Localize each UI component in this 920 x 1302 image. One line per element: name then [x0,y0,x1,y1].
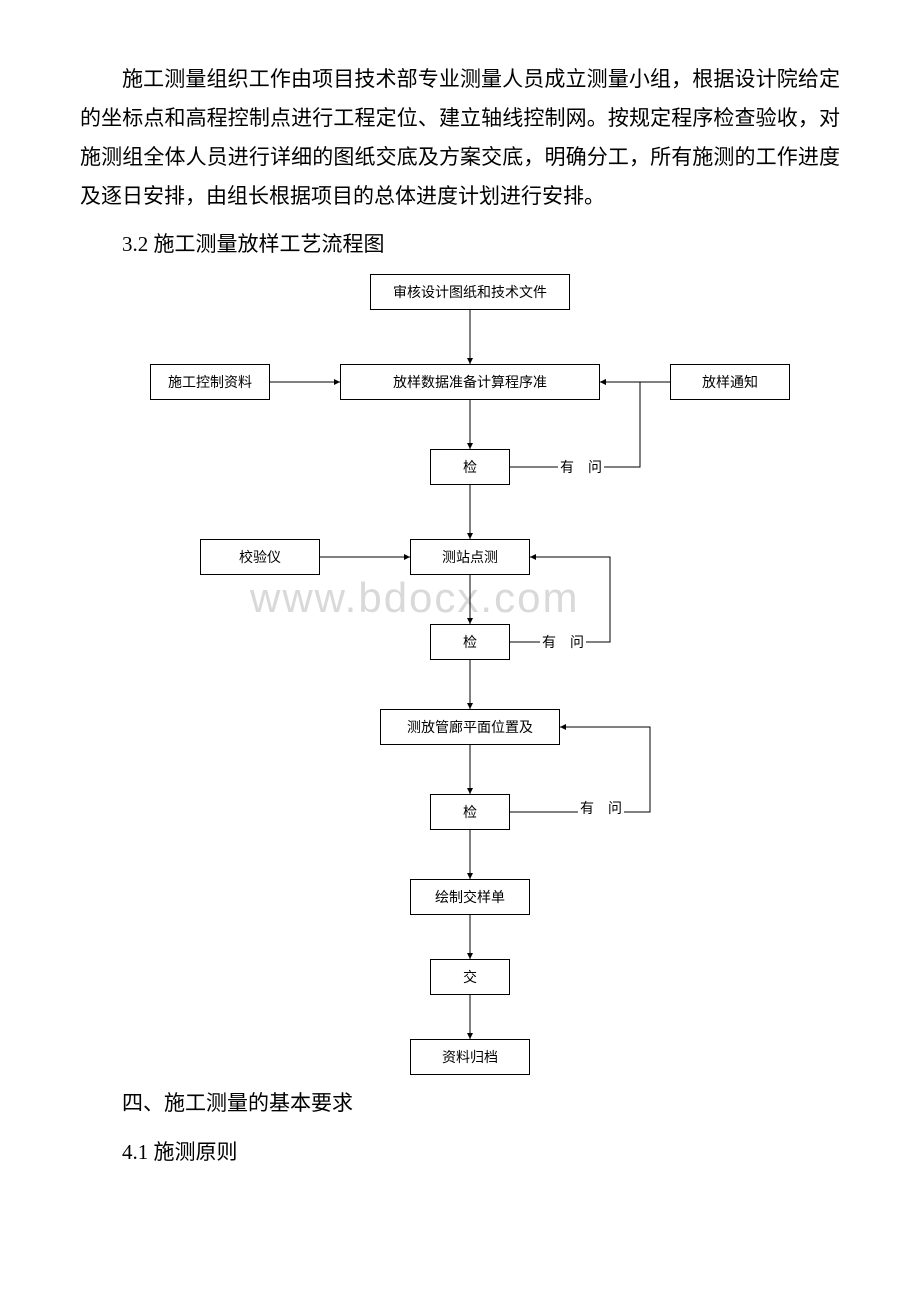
flowchart-node-nL1: 施工控制资料 [150,364,270,400]
flowchart-node-n5: 检 [430,624,510,660]
flowchart-node-n7: 检 [430,794,510,830]
section-4-title: 四、施工测量的基本要求 [80,1084,840,1123]
section-4-1-title: 4.1 施测原则 [80,1133,840,1172]
feedback-label: 有 问 [578,798,624,818]
feedback-label: 有 问 [540,632,586,652]
flowchart-node-n3: 检 [430,449,510,485]
feedback-label: 有 问 [558,457,604,477]
section-3-2-title: 3.2 施工测量放样工艺流程图 [80,225,840,264]
flowchart-node-nR1: 放样通知 [670,364,790,400]
flowchart-node-n8: 绘制交样单 [410,879,530,915]
flowchart-node-n6: 测放管廊平面位置及 [380,709,560,745]
flowchart-container: www.bdocx.com 审核设计图纸和技术文件施工控制资料放样数据准备计算程… [110,274,810,1074]
flowchart-node-nL2: 校验仪 [200,539,320,575]
intro-paragraph: 施工测量组织工作由项目技术部专业测量人员成立测量小组，根据设计院给定的坐标点和高… [80,60,840,215]
flowchart-node-n1: 审核设计图纸和技术文件 [370,274,570,310]
flowchart-node-n10: 资料归档 [410,1039,530,1075]
flowchart-node-n2: 放样数据准备计算程序准 [340,364,600,400]
flowchart-node-n4: 测站点测 [410,539,530,575]
flowchart-node-n9: 交 [430,959,510,995]
